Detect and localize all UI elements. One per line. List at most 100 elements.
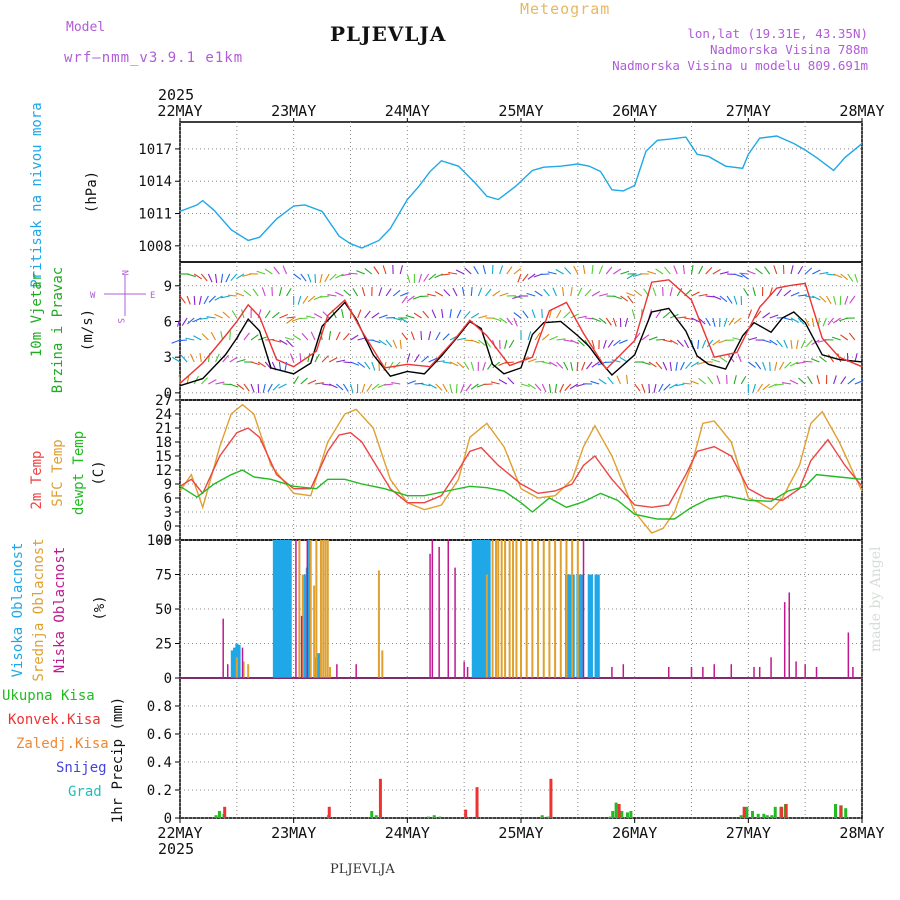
wind-arrow — [243, 383, 250, 392]
wind-arrow — [185, 337, 195, 341]
cloud-bar-1 — [313, 585, 316, 678]
wind-arrow — [569, 383, 579, 390]
wind-arrow — [463, 361, 470, 370]
wind-arrow — [626, 292, 635, 297]
wind-arrow — [591, 317, 601, 322]
wind-arrow — [541, 383, 547, 393]
wind-arrow — [485, 339, 492, 348]
wind-arrow — [682, 264, 685, 275]
wind-arrow — [229, 330, 231, 341]
wind-arrow — [669, 339, 679, 345]
wind-arrow — [455, 269, 465, 275]
wind-arrow — [564, 383, 572, 392]
x-tick-label-bottom: 25MAY — [498, 824, 543, 842]
wind-arrow — [264, 268, 273, 275]
cloud-bar-0 — [596, 574, 600, 678]
precip-bar-0 — [765, 815, 769, 818]
wind-arrow — [648, 361, 657, 368]
cloud-bar-2 — [431, 540, 434, 678]
wind-arrow — [581, 361, 586, 371]
wind-arrow — [634, 290, 643, 297]
wind-arrow — [302, 295, 309, 304]
cloud-bar-2 — [300, 615, 303, 678]
wind-arrow — [460, 383, 465, 393]
wind-arrow — [798, 294, 808, 297]
cloud-bar-2 — [783, 602, 786, 678]
cloud-bar-1 — [508, 540, 511, 678]
year-label-top: 2025 — [158, 86, 194, 104]
wind-arrow — [607, 339, 614, 348]
wind-arrow — [320, 295, 330, 298]
wind-arrow — [534, 332, 541, 341]
wind-arrow — [552, 287, 558, 297]
wind-arrow — [413, 312, 422, 319]
cloud-bar-2 — [447, 540, 450, 678]
wind-arrow — [306, 315, 316, 319]
wind-arrow — [314, 273, 317, 284]
cloud-bar-1 — [301, 574, 304, 678]
wind-arrow — [577, 315, 587, 319]
precip-bar-1 — [549, 778, 553, 818]
wind-arrow — [800, 339, 806, 349]
temperature-ytick-label: 15 — [155, 449, 172, 465]
wind-arrow — [449, 383, 453, 393]
wind-arrow — [697, 339, 700, 350]
wind-arrow — [513, 317, 518, 327]
wind-arrow — [329, 273, 337, 281]
wind-arrow — [564, 267, 572, 275]
wind-arrow — [506, 266, 513, 275]
wind-arrow — [421, 355, 429, 363]
pressure-ylabel: Pritisak na nivou mora — [29, 102, 45, 287]
wind-arrow — [456, 361, 465, 369]
wind-arrow — [740, 273, 749, 280]
x-tick-label-top: 26MAY — [612, 102, 657, 120]
model-version: wrf—nmm_v3.9.1 e1km — [64, 50, 244, 66]
wind-arrow — [229, 356, 238, 363]
wind-arrow — [357, 309, 362, 319]
cloud-bar-1 — [512, 540, 515, 678]
wind-arrow — [272, 339, 282, 343]
wind-arrow — [548, 383, 552, 393]
x-tick-label-bottom: 28MAY — [839, 824, 884, 842]
wind-arrow — [737, 353, 742, 363]
wind-arrow — [833, 273, 843, 279]
cloud-bar-0 — [237, 644, 241, 678]
cloud-bar-1 — [565, 540, 568, 678]
wind-arrow — [172, 356, 181, 363]
precip-bar-0 — [374, 815, 378, 818]
wind-arrow — [470, 286, 473, 297]
wind-arrow — [229, 383, 239, 388]
cloud-bar-1 — [235, 657, 238, 678]
cloud-bar-0 — [487, 540, 491, 678]
wind-arrow — [620, 295, 629, 302]
wind-arrow — [831, 336, 841, 341]
wind-arrow — [507, 377, 515, 385]
wind-arrow — [613, 268, 622, 275]
cloud-bar-0 — [303, 574, 307, 678]
cloud-bar-0 — [286, 540, 290, 678]
wind-arrow — [464, 267, 472, 275]
wind-arrow — [286, 317, 294, 324]
wind-arrow — [189, 353, 195, 363]
cloud-bar-2 — [454, 567, 456, 678]
wind-arrow — [810, 358, 820, 363]
wind-arrow — [712, 339, 721, 346]
precip-bar-1 — [475, 787, 479, 818]
wind-arrow — [364, 310, 371, 319]
wind-arrow — [563, 311, 571, 319]
wind-arrow — [393, 361, 401, 369]
wind-arrow — [341, 273, 351, 277]
wind-arrow — [193, 295, 196, 306]
wind-arrow — [310, 331, 316, 341]
wind-arrow — [743, 288, 749, 297]
wind-arrow — [206, 316, 216, 319]
dewpt-temp-line — [179, 469, 863, 520]
x-tick-label-top: 24MAY — [385, 102, 430, 120]
wind-arrow — [752, 383, 756, 393]
precip-bar-0 — [214, 815, 218, 818]
wind-arrow — [230, 273, 238, 282]
cloud-bar-2 — [611, 666, 613, 678]
wind-ylabel-1: 10m Vjetar — [29, 273, 45, 357]
wind-arrow — [256, 270, 266, 275]
pressure-ytick-label: 1008 — [138, 239, 172, 255]
